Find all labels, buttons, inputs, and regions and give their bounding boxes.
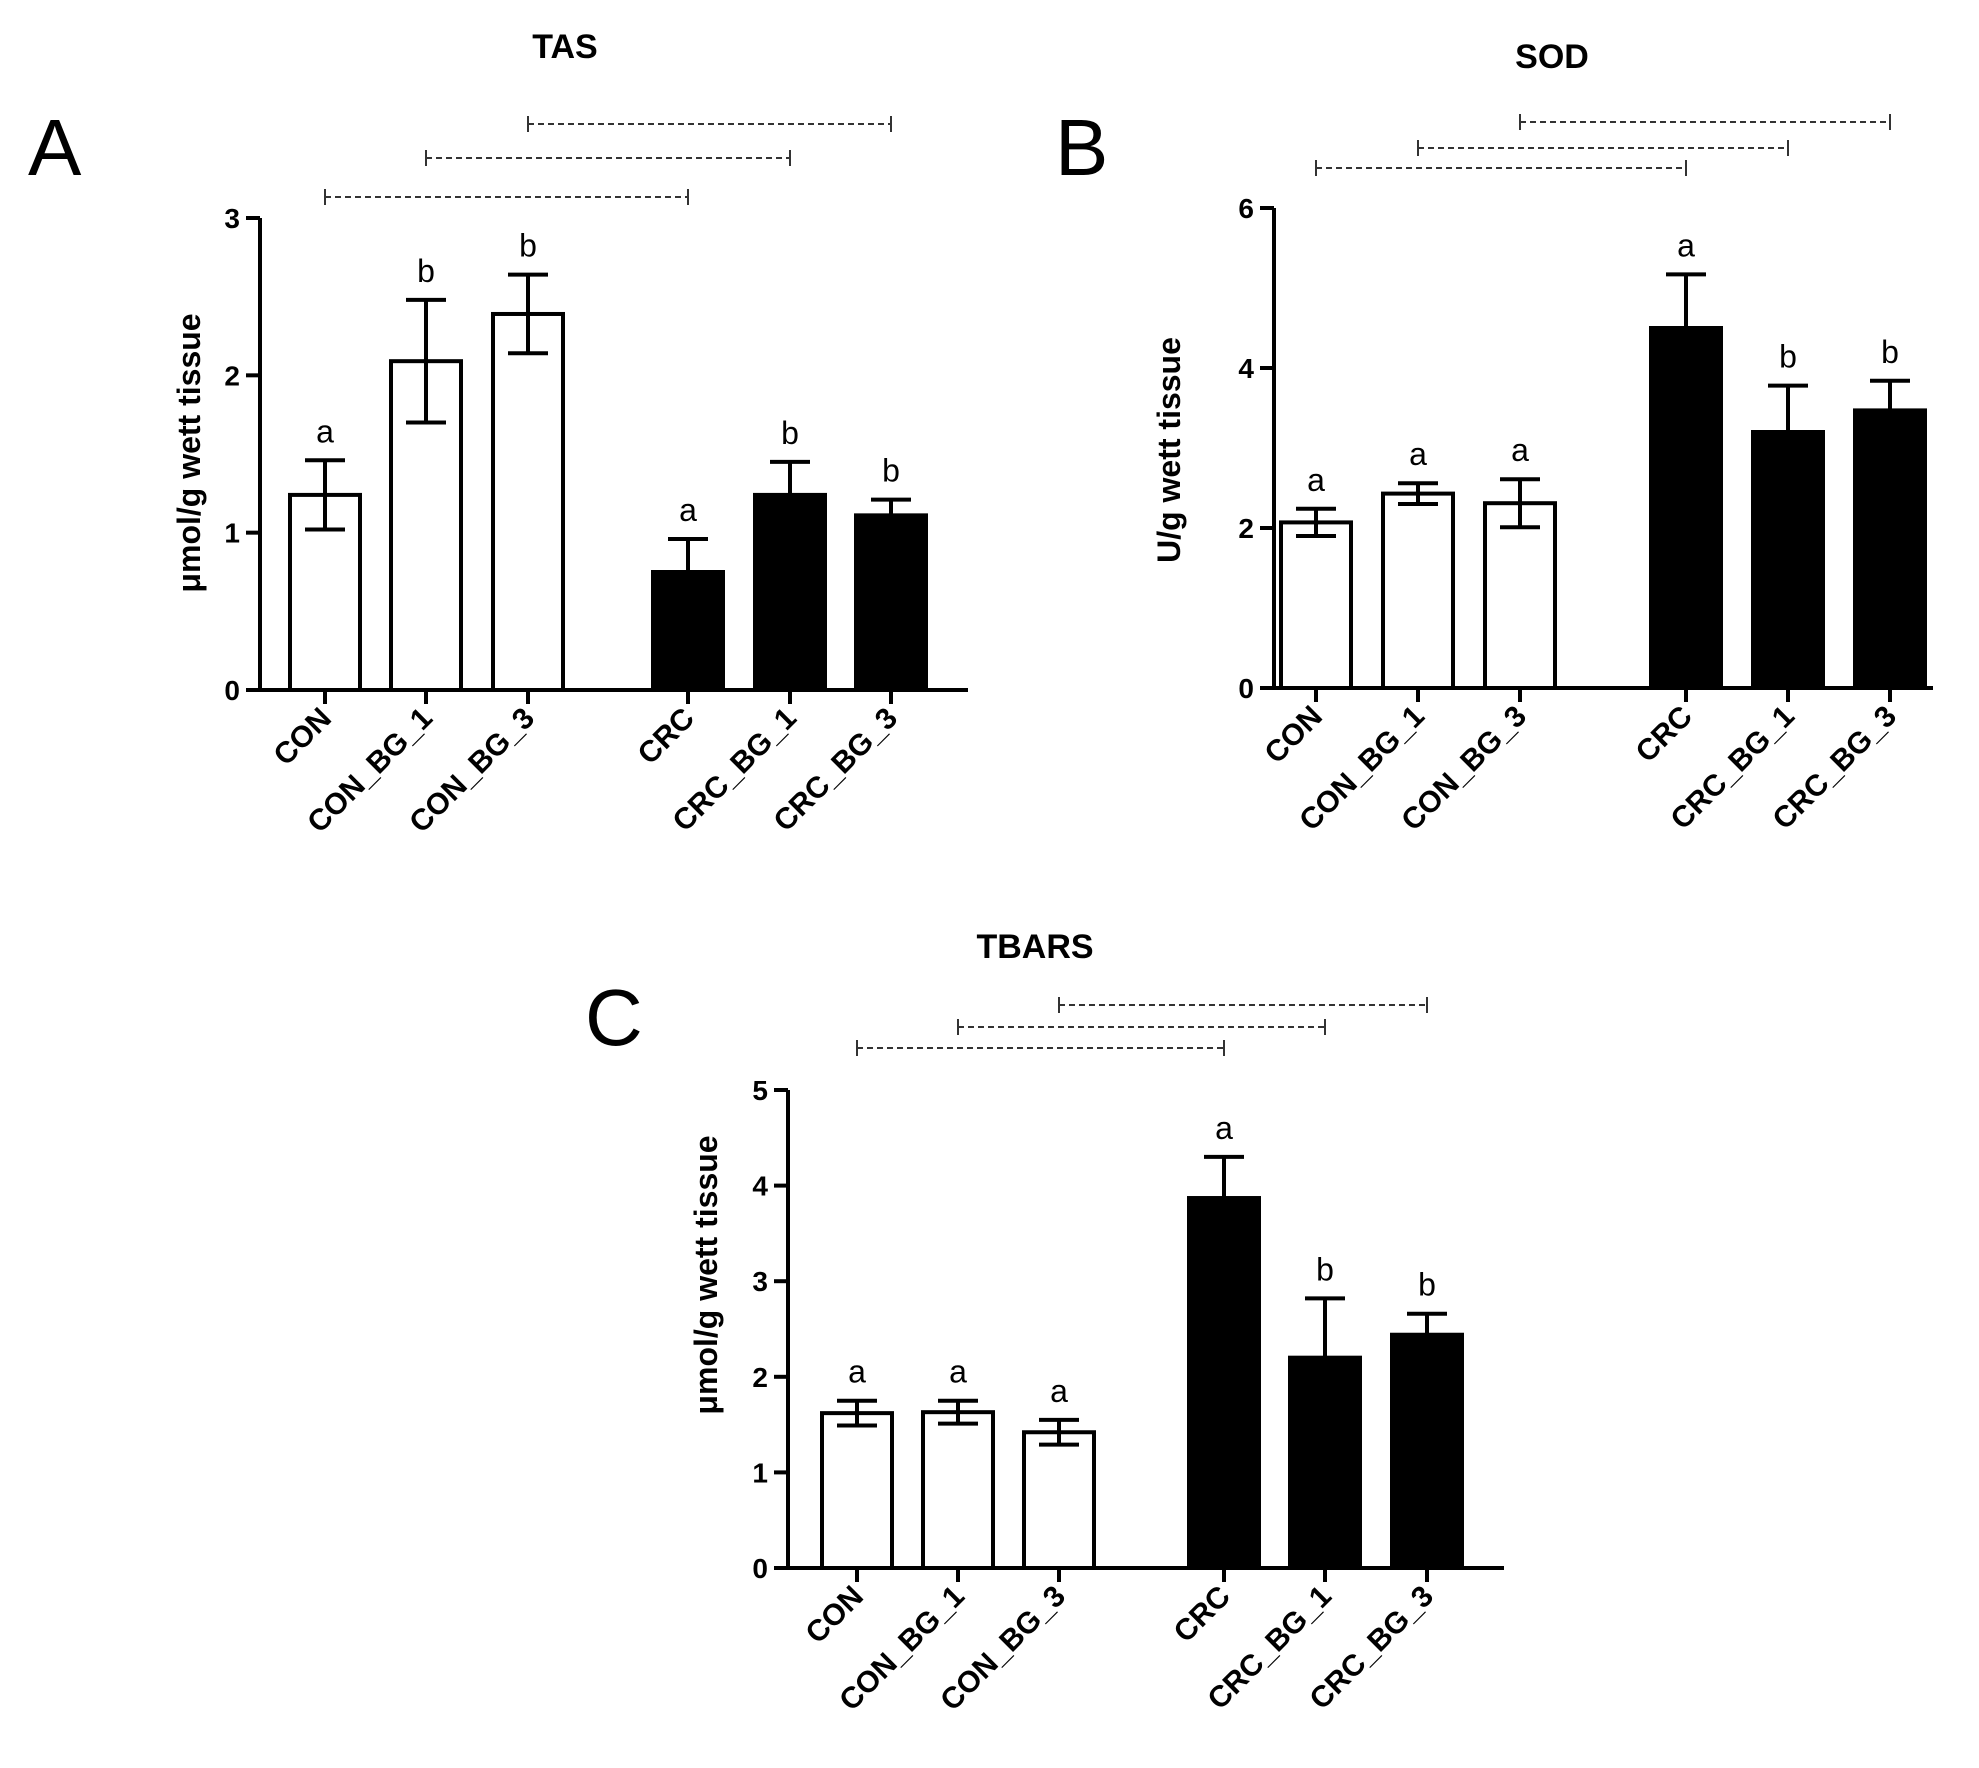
- y-tick-label: 4: [1238, 353, 1254, 384]
- y-tick-label: 0: [752, 1553, 768, 1584]
- significance-letter: a: [316, 413, 334, 449]
- bar: [1279, 520, 1353, 691]
- significance-letter: a: [1215, 1110, 1233, 1146]
- chart-title: TBARS: [976, 928, 1093, 966]
- chart-title: SOD: [1515, 38, 1589, 76]
- y-tick-label: 2: [224, 360, 240, 391]
- y-axis-label: U/g wett tissue: [1151, 337, 1187, 563]
- significance-letter: a: [949, 1354, 967, 1390]
- bar: [820, 1411, 894, 1571]
- significance-letter: b: [1779, 339, 1797, 375]
- significance-letter: b: [1316, 1251, 1334, 1287]
- bar: [1022, 1430, 1096, 1571]
- bar: [1483, 501, 1557, 691]
- bar: [1751, 430, 1825, 690]
- significance-letter: a: [1511, 432, 1529, 468]
- bar: [651, 570, 725, 692]
- significance-letter: a: [1050, 1373, 1068, 1409]
- significance-letter: a: [679, 492, 697, 528]
- y-axis-label: μmol/g wett tissue: [171, 313, 207, 592]
- y-tick-label: 4: [752, 1171, 768, 1202]
- bar: [491, 311, 565, 692]
- significance-letter: b: [519, 228, 537, 264]
- chart-title: TAS: [532, 28, 597, 66]
- y-axis-label: μmol/g wett tissue: [688, 1135, 724, 1414]
- significance-letter: b: [882, 453, 900, 489]
- bar: [1381, 491, 1455, 690]
- panel-letter: B: [1055, 103, 1108, 192]
- significance-letter: a: [1307, 462, 1325, 498]
- bar: [1649, 326, 1723, 690]
- significance-letter: b: [781, 415, 799, 451]
- y-tick-label: 1: [752, 1457, 768, 1488]
- bar: [1288, 1355, 1362, 1571]
- significance-letter: b: [1418, 1267, 1436, 1303]
- y-tick-label: 1: [224, 518, 240, 549]
- bar: [753, 492, 827, 693]
- bar: [1390, 1332, 1464, 1570]
- y-tick-label: 6: [1238, 193, 1254, 224]
- bar: [921, 1410, 995, 1570]
- bar: [1187, 1196, 1261, 1570]
- y-tick-label: 0: [224, 675, 240, 706]
- significance-letter: a: [1677, 227, 1695, 263]
- y-tick-label: 3: [752, 1266, 768, 1297]
- y-tick-label: 3: [224, 203, 240, 234]
- panel-letter: A: [28, 103, 82, 192]
- y-tick-label: 2: [1238, 513, 1254, 544]
- y-tick-label: 2: [752, 1362, 768, 1393]
- y-tick-label: 5: [752, 1075, 768, 1106]
- significance-letter: a: [848, 1354, 866, 1390]
- significance-letter: a: [1409, 436, 1427, 472]
- panel-letter: C: [585, 973, 643, 1062]
- y-tick-label: 0: [1238, 673, 1254, 704]
- bar: [854, 513, 928, 692]
- significance-letter: b: [1881, 334, 1899, 370]
- significance-letter: b: [417, 253, 435, 289]
- bar: [1853, 408, 1927, 690]
